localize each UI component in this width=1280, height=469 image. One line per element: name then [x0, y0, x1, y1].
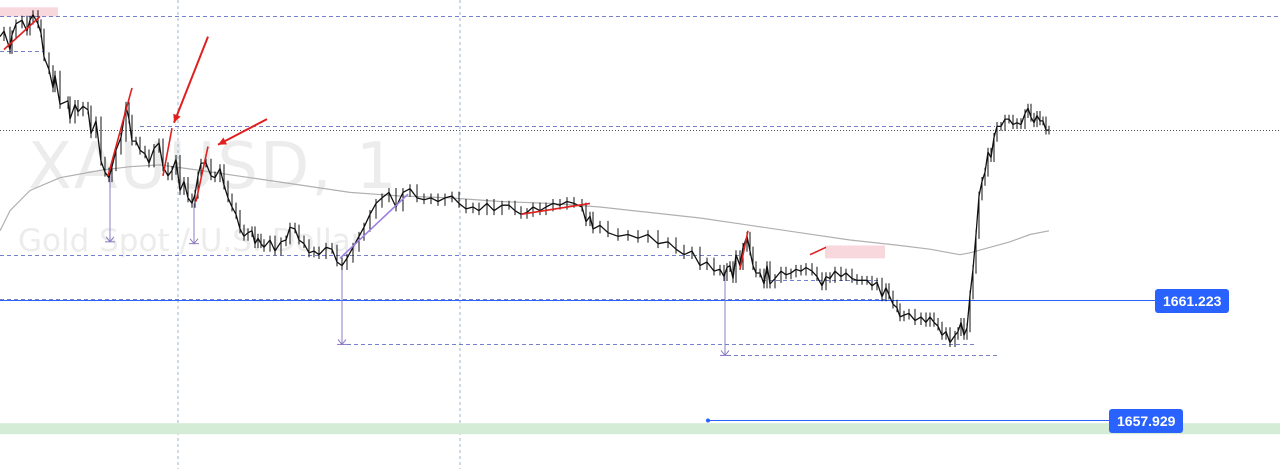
price-line — [0, 14, 1049, 344]
price-series — [0, 10, 1050, 347]
watermark: XAUUSD, 1 Gold Spot / U.S. Dollar — [18, 130, 399, 259]
price-label-1657: 1657.929 — [1109, 409, 1184, 433]
trend-line-3[interactable] — [3, 15, 41, 51]
measure-lines — [105, 175, 730, 357]
trend-line-7[interactable] — [339, 193, 409, 259]
trend-line-4[interactable] — [520, 202, 591, 216]
blue-level-lower-anchor[interactable] — [706, 418, 710, 423]
dashed-levels — [0, 16, 1280, 356]
arrows[interactable] — [173, 36, 268, 146]
measure-line-head-1 — [189, 238, 199, 245]
green-support-band — [0, 423, 1280, 435]
arrow-head-1[interactable] — [218, 137, 227, 145]
watermark-description: Gold Spot / U.S. Dollar — [18, 223, 364, 259]
trend-line-2[interactable] — [195, 146, 209, 202]
measure-line-head-0 — [105, 236, 115, 243]
arrow-head-0[interactable] — [173, 113, 181, 123]
moving-average-line — [0, 164, 1050, 256]
arrow-line-0[interactable] — [173, 36, 209, 124]
trend-line-0[interactable] — [107, 87, 133, 177]
horizontal-levels[interactable] — [0, 300, 1155, 423]
pink-zone-top-left — [0, 7, 58, 17]
measure-line-head-2 — [337, 339, 347, 346]
grid-lines — [177, 0, 461, 469]
moving-average — [0, 164, 1050, 256]
trend-lines[interactable] — [3, 15, 827, 270]
pink-zone-mid-right — [825, 245, 885, 259]
trend-line-5[interactable] — [739, 230, 749, 270]
trend-line-1[interactable] — [162, 128, 173, 177]
watermark-symbol: XAUUSD, 1 — [28, 130, 399, 204]
price-label-1661: 1661.223 — [1155, 289, 1230, 313]
measure-line-head-3 — [720, 350, 730, 357]
trend-line-6[interactable] — [809, 246, 827, 256]
zones — [0, 7, 1280, 435]
arrow-line-1[interactable] — [217, 118, 268, 146]
